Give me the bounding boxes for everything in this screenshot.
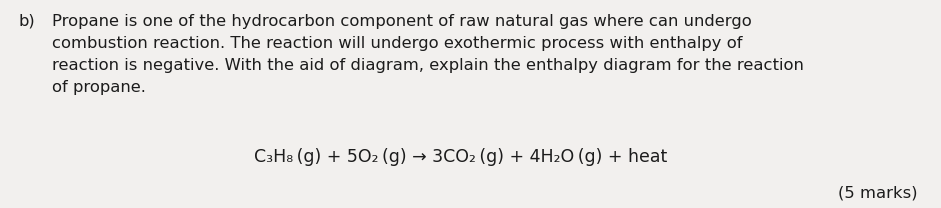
Text: reaction is negative. With the aid of diagram, explain the enthalpy diagram for : reaction is negative. With the aid of di… bbox=[52, 58, 804, 73]
Text: Propane is one of the hydrocarbon component of raw natural gas where can undergo: Propane is one of the hydrocarbon compon… bbox=[52, 14, 752, 29]
Text: (5 marks): (5 marks) bbox=[837, 185, 917, 200]
Text: b): b) bbox=[18, 14, 35, 29]
Text: of propane.: of propane. bbox=[52, 80, 146, 95]
Text: C₃H₈ (g) + 5O₂ (g) → 3CO₂ (g) + 4H₂O (g) + heat: C₃H₈ (g) + 5O₂ (g) → 3CO₂ (g) + 4H₂O (g)… bbox=[254, 148, 668, 166]
Text: combustion reaction. The reaction will undergo exothermic process with enthalpy : combustion reaction. The reaction will u… bbox=[52, 36, 742, 51]
